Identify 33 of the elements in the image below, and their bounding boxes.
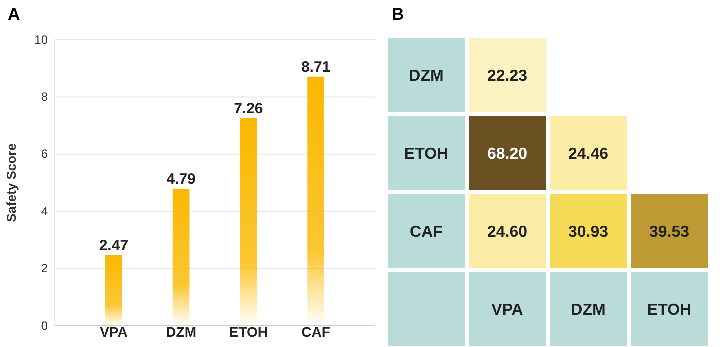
x-tick-label: VPA	[492, 302, 524, 319]
chart-title: A	[8, 5, 20, 24]
y-tick-label: 4	[41, 204, 48, 218]
chart-title: B	[392, 5, 404, 24]
y-tick-label: 6	[41, 147, 48, 162]
data-label: 8.71	[301, 58, 331, 76]
x-tick-label: CAF	[302, 324, 331, 340]
y-tick-label: 8	[41, 90, 48, 104]
bar	[240, 118, 258, 326]
data-label: 68.20	[487, 146, 528, 163]
bar	[106, 255, 122, 326]
y-axis-title: Safety Score	[4, 144, 19, 222]
y-tick-label: ETOH	[404, 146, 449, 163]
data-label: 2.47	[99, 237, 129, 254]
x-tick-label: DZM	[166, 324, 196, 340]
data-label: 24.60	[487, 224, 528, 241]
data-label: 39.53	[649, 224, 690, 241]
x-tick-label: DZM	[571, 302, 606, 319]
data-label: 24.46	[568, 146, 609, 163]
bar	[308, 76, 324, 326]
y-tick-label: CAF	[410, 224, 444, 241]
y-tick-label: 10	[34, 32, 48, 47]
data-label: 7.26	[234, 100, 264, 118]
y-tick-label: 0	[41, 318, 48, 333]
y-tick-label: DZM	[409, 68, 444, 85]
bar	[172, 189, 190, 326]
data-label: 30.93	[568, 224, 609, 241]
x-tick-label: ETOH	[647, 302, 692, 319]
y-tick-label: 2	[41, 262, 48, 276]
x-tick-label: VPA	[100, 324, 128, 340]
x-tick-label: ETOH	[229, 324, 268, 340]
data-label: 22.23	[487, 68, 528, 85]
data-label: 4.79	[166, 171, 196, 188]
